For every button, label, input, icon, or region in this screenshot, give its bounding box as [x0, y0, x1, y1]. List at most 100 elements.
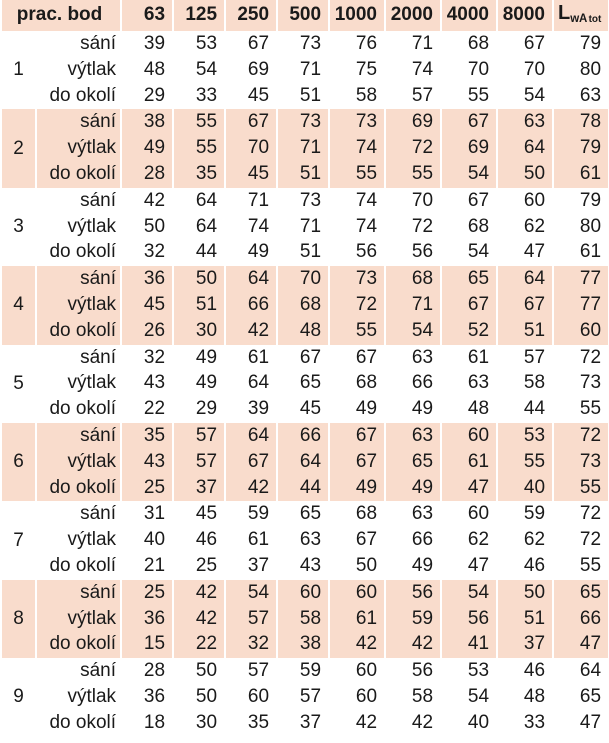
- value-cell: 65: [299, 372, 322, 394]
- value-cell: 32: [226, 632, 277, 659]
- value-cell: 42: [226, 475, 277, 502]
- value-cell: 67: [467, 189, 490, 211]
- row-label-cell: výtlak: [67, 215, 117, 237]
- value-cell: 49: [122, 136, 173, 162]
- value-cell: 73: [330, 266, 385, 293]
- value-cell: 30: [174, 318, 225, 345]
- value-cell: 32: [143, 241, 166, 263]
- value-cell: 49: [355, 398, 378, 420]
- value-cell: 35: [122, 422, 173, 450]
- value-cell: 60: [442, 422, 497, 450]
- value-cell: 62: [523, 529, 546, 551]
- group-number-cell: 4: [2, 266, 35, 345]
- value-cell: 56: [411, 241, 434, 263]
- group-number-cell: 1: [13, 59, 24, 81]
- value-cell: 71: [386, 292, 441, 319]
- value-cell: 47: [523, 241, 546, 263]
- value-cell: 73: [299, 33, 322, 54]
- value-cell: 46: [523, 660, 546, 682]
- value-cell: 65: [579, 685, 602, 707]
- row-label-cell: do okolí: [49, 711, 117, 733]
- value-cell: 56: [442, 606, 497, 633]
- value-cell: 42: [226, 318, 277, 345]
- value-cell: 42: [143, 189, 166, 211]
- value-cell: 46: [523, 554, 546, 576]
- row-label-cell: do okolí: [37, 475, 121, 502]
- value-cell: 60: [247, 685, 270, 707]
- value-cell: 45: [195, 503, 218, 525]
- value-cell: 66: [278, 422, 329, 450]
- value-cell: 59: [247, 503, 270, 525]
- value-cell: 71: [299, 58, 322, 80]
- value-cell: 42: [174, 606, 225, 633]
- value-cell: 69: [442, 136, 497, 162]
- value-cell: 66: [411, 372, 434, 394]
- value-cell: 40: [467, 711, 490, 733]
- value-cell: 37: [299, 711, 322, 733]
- value-cell: 67: [247, 33, 270, 54]
- value-cell: 58: [523, 372, 546, 394]
- value-cell: 43: [122, 449, 173, 476]
- row-label-cell: výtlak: [37, 449, 121, 476]
- value-cell: 76: [355, 33, 378, 54]
- value-cell: 50: [174, 266, 225, 293]
- value-cell: 55: [579, 554, 602, 576]
- value-cell: 50: [498, 579, 553, 607]
- value-cell: 55: [554, 475, 609, 502]
- value-cell: 70: [411, 189, 434, 211]
- value-cell: 54: [226, 579, 277, 607]
- value-cell: 71: [411, 33, 434, 54]
- table-row: do okolí 15 22 32 38 42 42 41 37 47: [2, 632, 609, 659]
- value-cell: 58: [278, 606, 329, 633]
- value-cell: 64: [579, 660, 602, 682]
- value-cell: 31: [143, 503, 166, 525]
- row-label-cell: sání: [37, 422, 121, 450]
- group-number-cell: 8: [2, 579, 35, 659]
- value-cell: 48: [278, 318, 329, 345]
- value-cell: 54: [467, 241, 490, 263]
- value-cell: 74: [247, 215, 270, 237]
- row-label-cell: sání: [80, 33, 117, 54]
- value-cell: 32: [143, 346, 166, 368]
- value-cell: 64: [278, 449, 329, 476]
- table-row: výtlak 43 57 67 64 67 65 61 55 73: [2, 449, 609, 476]
- value-cell: 35: [174, 161, 225, 188]
- value-cell: 39: [247, 398, 270, 420]
- table-row: 7 sání 31 45 59 65 68 63 60 59 72: [2, 501, 608, 550]
- value-cell: 64: [247, 372, 270, 394]
- value-cell: 58: [355, 84, 378, 106]
- row-label-cell: sání: [80, 660, 117, 682]
- value-cell: 42: [330, 632, 385, 659]
- value-cell: 72: [579, 503, 602, 525]
- value-cell: 64: [195, 189, 218, 211]
- value-cell: 73: [554, 449, 609, 476]
- value-cell: 80: [579, 58, 602, 80]
- table-row: výtlak 40 46 61 63 67 66 62 62 72: [2, 528, 608, 554]
- value-cell: 59: [523, 503, 546, 525]
- value-cell: 68: [467, 215, 490, 237]
- value-cell: 67: [498, 292, 553, 319]
- value-cell: 63: [579, 84, 602, 106]
- table-row: 1 sání 39 53 67 73 76 71 68 67 79: [2, 31, 608, 80]
- value-cell: 72: [579, 346, 602, 368]
- value-cell: 49: [195, 346, 218, 368]
- lwa-subscript: wA: [570, 13, 588, 25]
- value-cell: 54: [523, 84, 546, 106]
- value-cell: 29: [143, 84, 166, 106]
- table-row: výtlak 45 51 66 68 72 71 67 67 77: [2, 292, 609, 319]
- value-cell: 33: [523, 711, 546, 733]
- value-cell: 67: [226, 109, 277, 137]
- header-prac-bod: prac. bod: [2, 0, 121, 31]
- value-cell: 50: [498, 161, 553, 188]
- value-cell: 28: [143, 660, 166, 682]
- value-cell: 49: [330, 475, 385, 502]
- value-cell: 66: [226, 292, 277, 319]
- value-cell: 71: [247, 189, 270, 211]
- header-lwa-tot: LwA tot: [554, 0, 609, 31]
- group-number-cell: 7: [13, 529, 24, 551]
- value-cell: 79: [554, 136, 609, 162]
- value-cell: 70: [226, 136, 277, 162]
- value-cell: 57: [411, 84, 434, 106]
- value-cell: 63: [411, 346, 434, 368]
- value-cell: 70: [523, 58, 546, 80]
